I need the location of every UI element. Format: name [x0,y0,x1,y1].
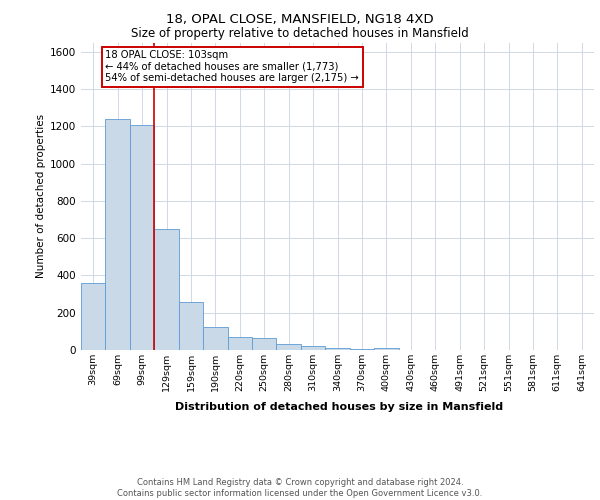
Bar [81,283,106,350]
Bar [227,337,252,350]
Bar [374,348,398,350]
Bar [350,348,374,350]
Bar [301,346,325,350]
Text: 18 OPAL CLOSE: 103sqm
← 44% of detached houses are smaller (1,773)
54% of semi-d: 18 OPAL CLOSE: 103sqm ← 44% of detached … [106,50,359,84]
Text: 18, OPAL CLOSE, MANSFIELD, NG18 4XD: 18, OPAL CLOSE, MANSFIELD, NG18 4XD [166,12,434,26]
Bar [325,348,350,350]
Y-axis label: Number of detached properties: Number of detached properties [36,114,46,278]
Bar [203,326,227,350]
Bar [154,229,179,350]
Text: Distribution of detached houses by size in Mansfield: Distribution of detached houses by size … [175,402,503,412]
Bar [106,119,130,350]
Text: Contains HM Land Registry data © Crown copyright and database right 2024.
Contai: Contains HM Land Registry data © Crown c… [118,478,482,498]
Bar [130,126,154,350]
Bar [252,338,277,350]
Bar [179,302,203,350]
Bar [277,344,301,350]
Text: Size of property relative to detached houses in Mansfield: Size of property relative to detached ho… [131,28,469,40]
